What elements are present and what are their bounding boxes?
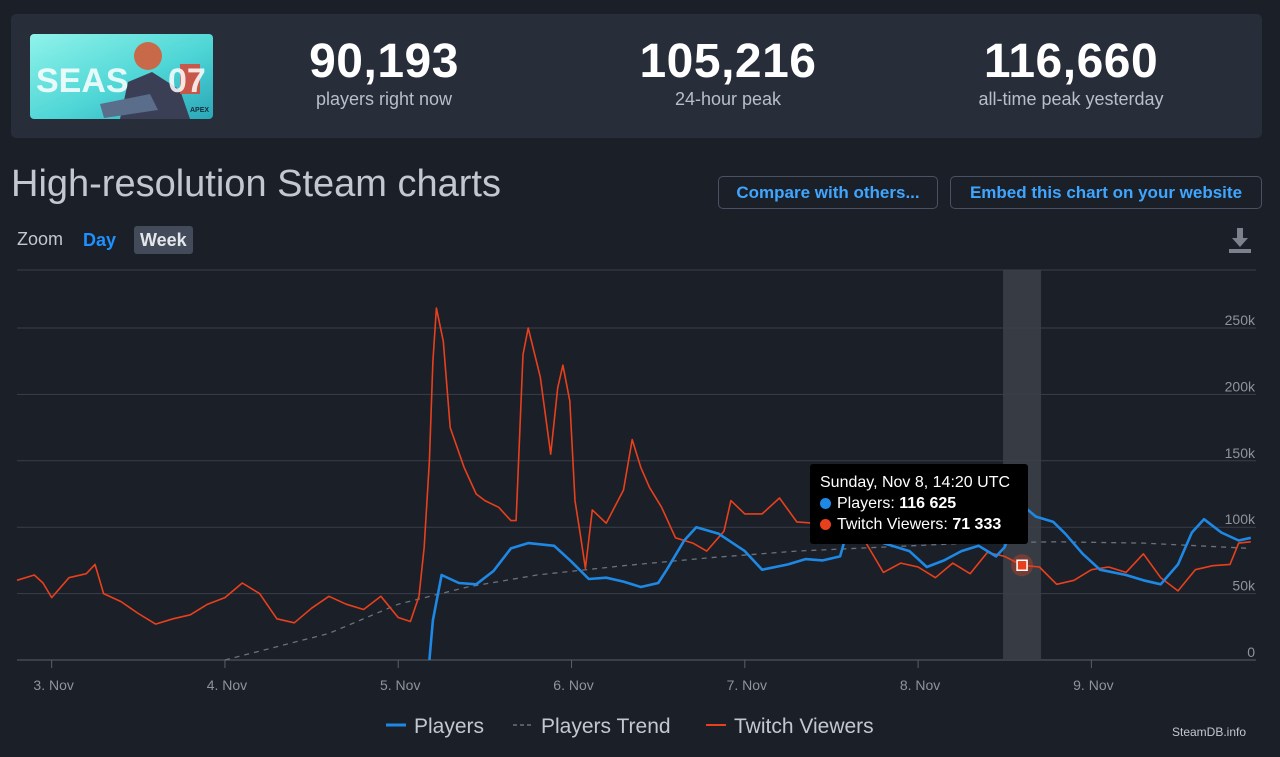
tooltip-twitch-value: 71 333 [952,516,1002,533]
stat-all-time-peak: 116,660 all-time peak yesterday [906,34,1236,110]
y-tick-label: 50k [1232,578,1256,594]
y-tick-label: 200k [1225,378,1256,394]
embed-button[interactable]: Embed this chart on your website [950,176,1262,209]
peak-24h-label: 24-hour peak [674,89,782,109]
svg-text:07: 07 [168,62,206,100]
legend-twitch-viewers[interactable]: Twitch Viewers [734,715,874,738]
y-tick-label: 100k [1225,511,1256,527]
players-dot-icon [820,498,831,509]
twitch-viewers-line [16,307,1251,625]
y-tick-label: 0 [1247,644,1255,660]
x-tick-label: 3. Nov [33,677,73,693]
tooltip-twitch-row: Twitch Viewers: 71 333 [820,514,1018,535]
tooltip-date: Sunday, Nov 8, 14:20 UTC [820,474,1011,491]
x-axis-labels: 3. Nov 4. Nov 5. Nov 6. Nov 7. Nov 8. Nov 9. N… [33,677,1113,693]
current-players-value: 90,193 [309,35,459,88]
page-title: High-resolution Steam charts [11,163,501,205]
zoom-week-button[interactable]: Week [134,226,193,254]
steamdb-credit[interactable]: SteamDB.info [1172,725,1246,739]
svg-text:APEX: APEX [190,107,209,114]
current-players-label: players right now [315,89,453,109]
all-time-peak-value: 116,660 [983,35,1159,88]
tooltip-players-value: 116 625 [899,495,957,512]
legend-players[interactable]: Players [414,715,484,738]
x-tick-label: 8. Nov [900,677,940,693]
y-tick-label: 150k [1225,445,1256,461]
zoom-label: Zoom [17,229,64,249]
stat-24h-peak: 105,216 24-hour peak [563,34,893,110]
tooltip-twitch-label: Twitch Viewers: [837,516,948,533]
chart-grid [17,269,1256,668]
legend-players-trend[interactable]: Players Trend [541,715,671,738]
twitch-hover-marker [1016,559,1028,572]
stats-panel: SEAS 07 APEX 90,193 players right now 10… [11,14,1262,138]
players-trend-line [224,541,1251,661]
y-tick-label: 250k [1225,312,1256,328]
all-time-peak-label: all-time peak yesterday [978,89,1164,109]
player-chart[interactable]: 0 50k 100k 150k 200k 250k 3. Nov 4. Nov 5. Nov 6… [0,255,1280,757]
svg-text:SEAS: SEAS [36,62,129,100]
x-tick-label: 5. Nov [380,677,420,693]
chart-tooltip: Sunday, Nov 8, 14:20 UTC Players: 116 62… [810,464,1028,544]
tooltip-players-label: Players: [837,495,895,512]
x-tick-label: 7. Nov [727,677,767,693]
game-logo[interactable]: SEAS 07 APEX [30,34,213,119]
stat-current: 90,193 players right now [219,34,549,110]
chart-legend: Players Players Trend Twitch Viewers [386,715,874,738]
peak-24h-value: 105,216 [639,35,817,88]
x-tick-label: 6. Nov [553,677,593,693]
compare-button[interactable]: Compare with others... [718,176,938,209]
zoom-day-button[interactable]: Day [83,230,117,250]
tooltip-players-row: Players: 116 625 [820,493,1018,514]
y-axis-labels: 0 50k 100k 150k 200k 250k [1225,312,1256,660]
twitch-dot-icon [820,519,831,530]
x-tick-label: 9. Nov [1073,677,1113,693]
download-icon[interactable] [1226,226,1254,254]
x-tick-label: 4. Nov [207,677,247,693]
